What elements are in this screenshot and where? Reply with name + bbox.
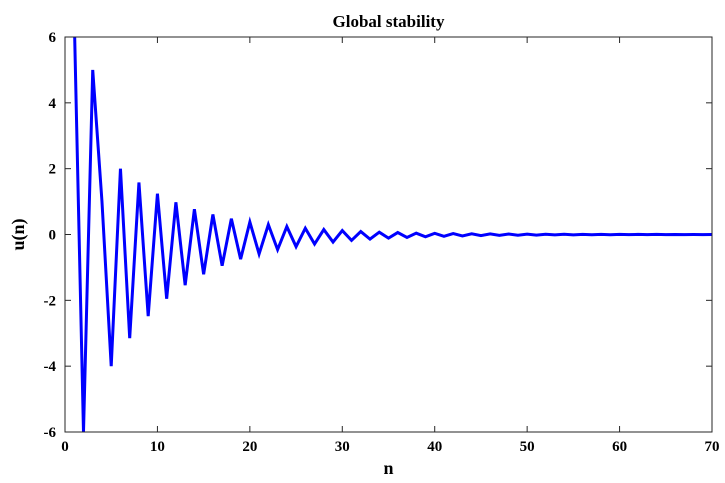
axes-box (64, 36, 713, 433)
y-tick-label: 4 (49, 96, 57, 112)
y-tick-label: -4 (44, 359, 57, 375)
x-axis-label: n (383, 458, 393, 478)
x-tick-label: 70 (705, 439, 720, 455)
x-tick-label: 10 (150, 439, 165, 455)
x-tick-label: 30 (335, 439, 350, 455)
series-line (73, 37, 712, 432)
plot-area (73, 37, 712, 432)
y-axis-label: u(n) (8, 218, 29, 250)
y-tick-label: 2 (49, 162, 57, 178)
axis-ticks: 0 10 20 30 40 50 60 70 -6 -4 -2 0 2 4 6 (44, 30, 720, 455)
x-tick-label: 60 (612, 439, 627, 455)
y-tick-label: 6 (49, 30, 57, 46)
chart-title: Global stability (333, 12, 445, 31)
x-tick-label: 0 (61, 439, 69, 455)
x-tick-label: 50 (520, 439, 535, 455)
x-tick-label: 40 (427, 439, 442, 455)
y-tick-label: -2 (44, 293, 57, 309)
y-tick-label: 0 (49, 228, 57, 244)
y-tick-label: -6 (44, 425, 57, 441)
x-tick-label: 20 (242, 439, 257, 455)
